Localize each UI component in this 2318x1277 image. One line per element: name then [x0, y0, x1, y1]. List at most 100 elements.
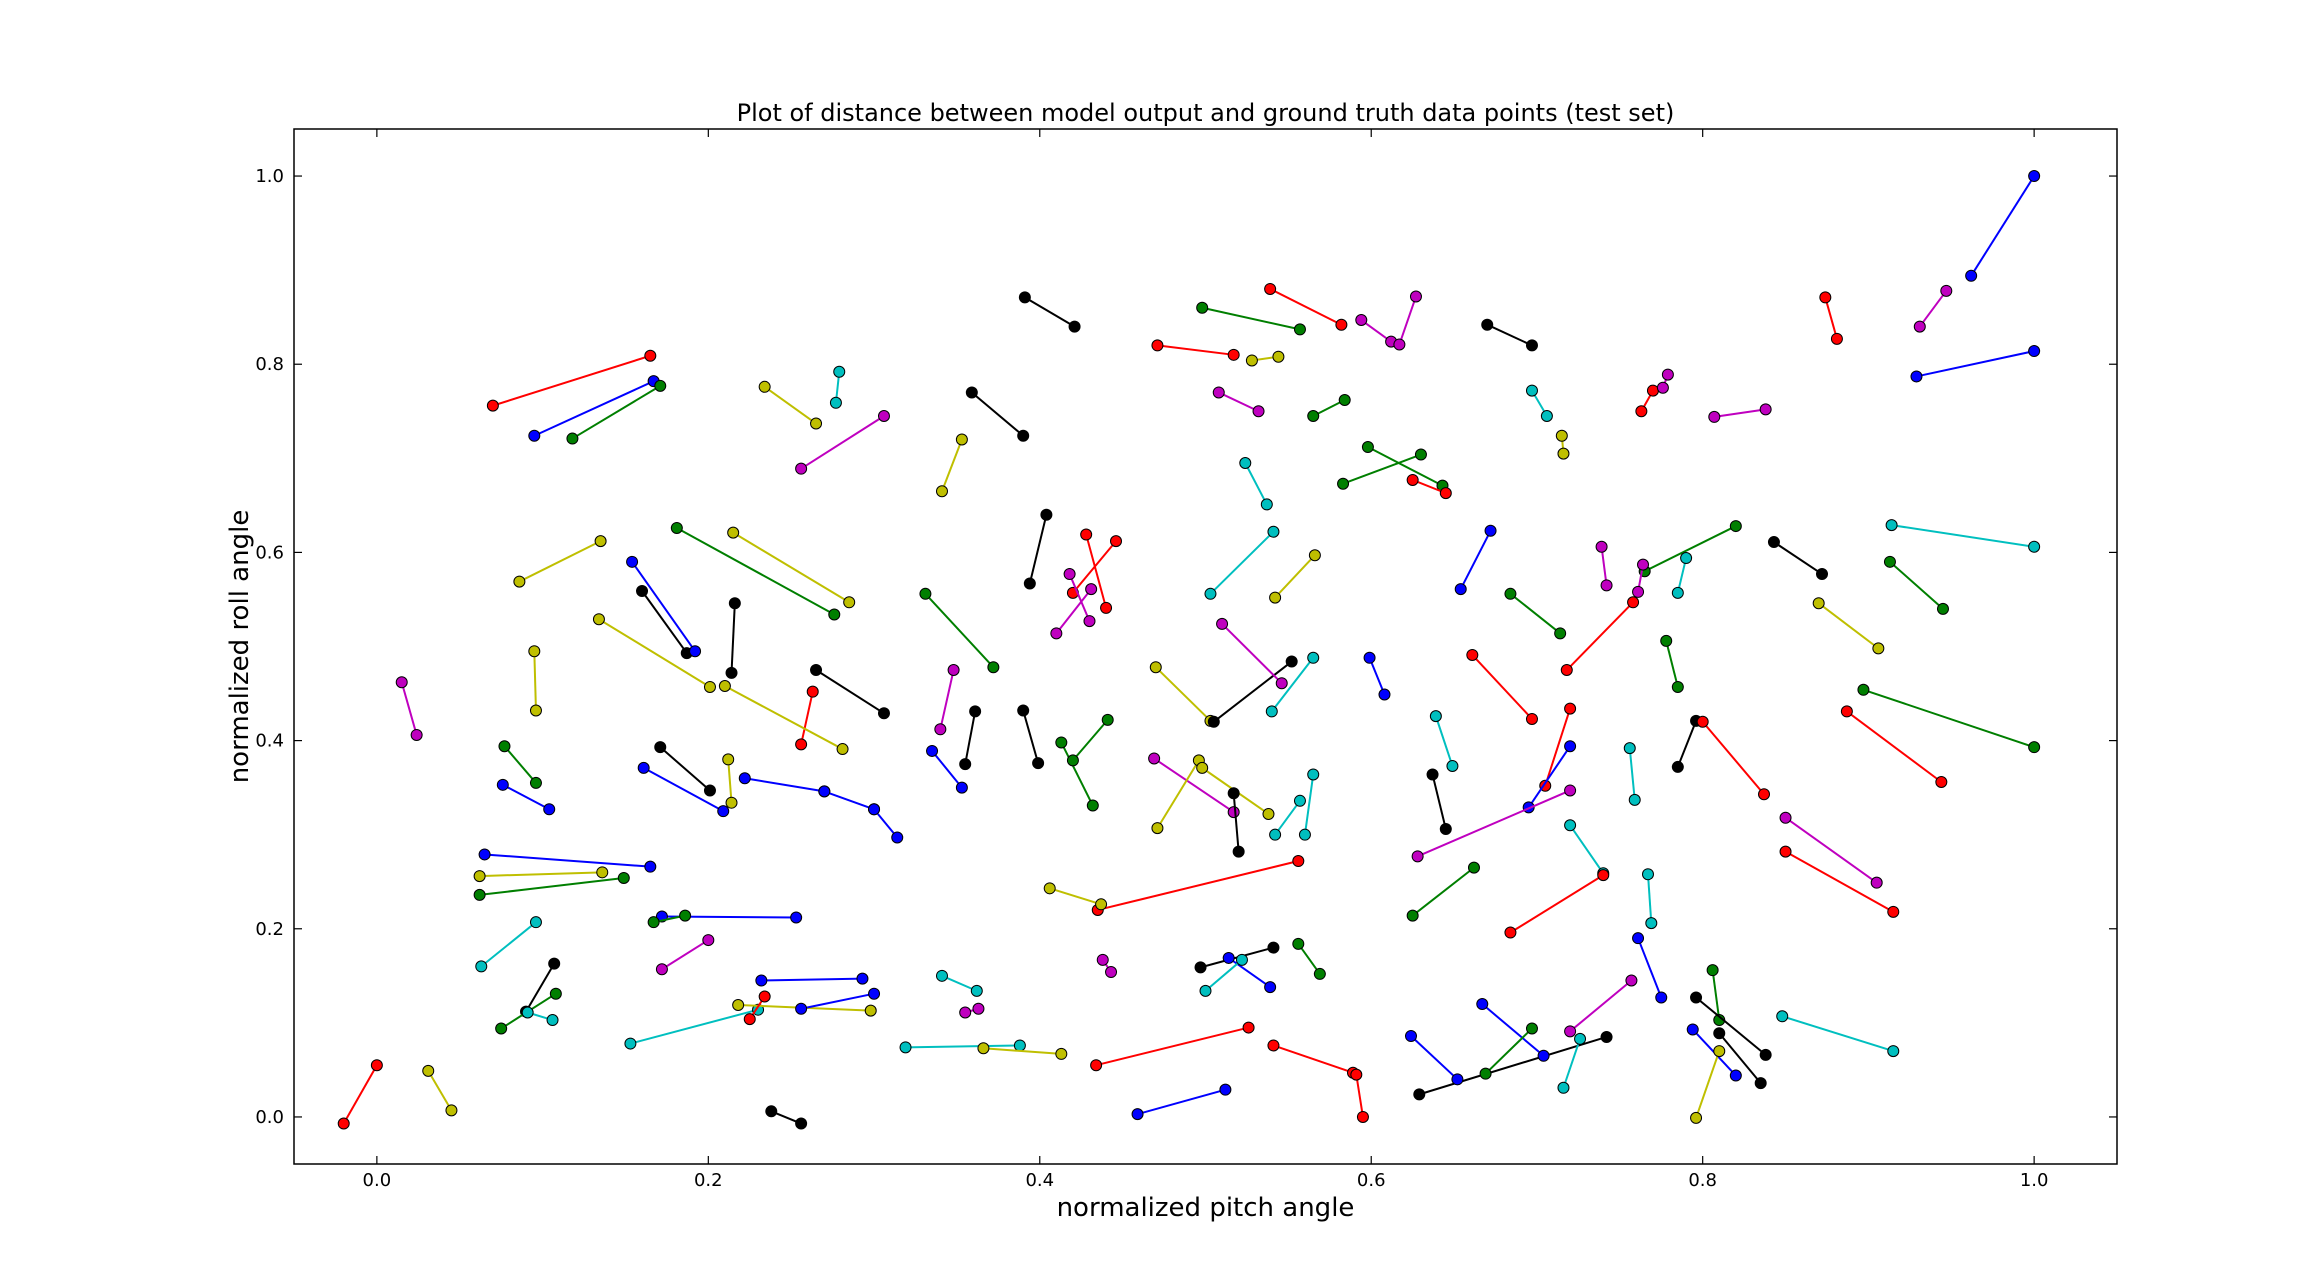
segment-119 [670, 521, 841, 621]
data-point [1597, 869, 1610, 882]
segment-115 [592, 613, 716, 693]
segment-123 [395, 676, 423, 741]
data-point [1965, 269, 1978, 282]
segment-108 [868, 803, 904, 844]
segment-line [1569, 824, 1605, 874]
segment-64 [1413, 1030, 1613, 1101]
data-point [1196, 301, 1209, 314]
data-point [1227, 787, 1240, 800]
segment-line [1484, 1027, 1533, 1075]
data-point [1776, 1010, 1789, 1023]
data-point [1671, 680, 1684, 693]
segment-line [1095, 1026, 1249, 1067]
segment-line [1274, 554, 1316, 599]
segment-line [1072, 540, 1117, 594]
segment-99 [935, 433, 968, 498]
data-point [1600, 1030, 1613, 1043]
segment-line [800, 992, 875, 1010]
data-point [1227, 806, 1240, 819]
segment-line [1244, 462, 1268, 505]
data-point [829, 396, 842, 409]
data-point [1525, 712, 1538, 725]
data-point [1525, 384, 1538, 397]
segment-109 [926, 744, 968, 794]
segment-31 [1671, 552, 1693, 599]
data-point [546, 1014, 559, 1027]
data-point [1439, 487, 1452, 500]
y-axis-ticks: 0.0 0.2 0.4 0.6 0.8 1.0 [255, 166, 2117, 1128]
segment-35 [1812, 597, 1885, 655]
data-point [1196, 761, 1209, 774]
data-point [637, 761, 650, 774]
segment-143 [795, 987, 881, 1015]
data-point [689, 645, 702, 658]
segment-150 [422, 1064, 458, 1117]
data-point [1043, 882, 1056, 895]
data-point [718, 680, 731, 693]
data-point [1242, 1021, 1255, 1034]
data-point [1690, 1111, 1703, 1124]
segment-40 [1466, 648, 1538, 725]
data-point [1537, 1049, 1550, 1062]
data-point [1260, 498, 1273, 511]
segment-line [815, 669, 885, 715]
segment-line [1270, 657, 1315, 713]
segment-line [1156, 759, 1200, 829]
segment-144 [935, 969, 983, 997]
segment-56 [1632, 932, 1668, 1004]
segment-118 [626, 555, 702, 658]
data-point [1525, 339, 1538, 352]
data-point [1293, 794, 1306, 807]
data-point [1713, 1027, 1726, 1040]
data-point [1936, 602, 1949, 615]
data-point [1086, 799, 1099, 812]
segment-37 [1840, 705, 1948, 788]
data-point [337, 1117, 350, 1130]
segment-77 [1096, 953, 1118, 979]
x-tick-label: 0.2 [694, 1170, 723, 1191]
data-point [1564, 819, 1577, 832]
data-point [1063, 568, 1076, 581]
segment-76 [1043, 882, 1108, 911]
data-point [1080, 528, 1093, 541]
segment-63 [1776, 1010, 1900, 1058]
data-point [1729, 1069, 1742, 1082]
data-point [626, 555, 639, 568]
segment-0 [1965, 170, 2041, 282]
data-point [1050, 627, 1063, 640]
data-point [843, 596, 856, 609]
segment-line [676, 527, 835, 616]
data-point [1131, 1108, 1144, 1121]
y-tick-label: 0.0 [255, 1107, 284, 1128]
data-point [1840, 705, 1853, 718]
segment-line [1153, 757, 1235, 813]
segment-73 [1222, 951, 1277, 994]
data-point [1413, 1088, 1426, 1101]
data-point [806, 685, 819, 698]
data-point [1066, 754, 1079, 767]
data-point [703, 680, 716, 693]
segment-26 [1454, 524, 1497, 596]
data-point [1429, 710, 1442, 723]
segment-58 [1706, 964, 1726, 1027]
data-point [1264, 282, 1277, 295]
segment-line [1646, 874, 1653, 924]
data-point [2028, 540, 2041, 553]
data-point [654, 741, 667, 754]
segment-line [1628, 748, 1636, 800]
data-point [935, 969, 948, 982]
data-point [810, 417, 823, 430]
data-point [1199, 984, 1212, 997]
data-point [1646, 384, 1659, 397]
segment-127 [528, 375, 660, 442]
data-point [1439, 823, 1452, 836]
segment-line [800, 691, 814, 745]
segment-line [503, 745, 537, 784]
segment-15 [1245, 350, 1285, 367]
data-point [955, 781, 968, 794]
segment-96 [1063, 568, 1096, 628]
data-point [1338, 393, 1351, 406]
segment-line [727, 759, 733, 803]
data-point [1759, 1048, 1772, 1061]
data-point [1656, 381, 1669, 394]
